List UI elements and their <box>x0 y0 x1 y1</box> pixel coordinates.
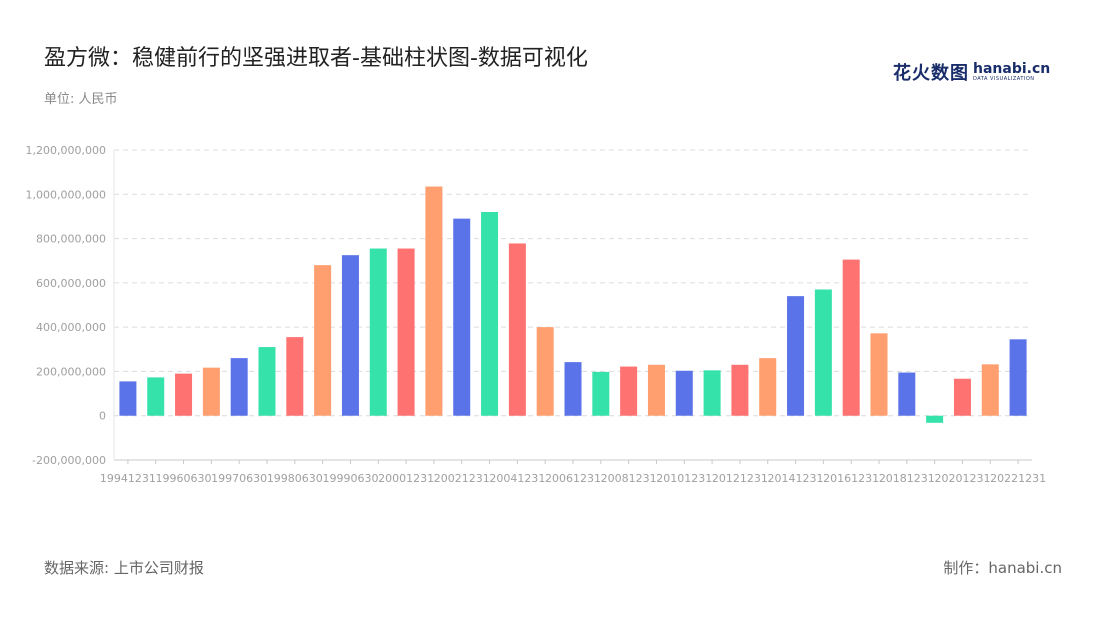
y-tick-label: -200,000,000 <box>32 454 106 467</box>
x-tick-label: 20181231 <box>879 472 935 485</box>
bar <box>425 186 443 416</box>
bar <box>731 364 749 416</box>
y-tick-label: 1,000,000,000 <box>26 188 106 201</box>
bar <box>787 296 805 416</box>
x-tick-label: 20021231 <box>434 472 490 485</box>
bar <box>981 364 999 416</box>
bar <box>953 378 971 416</box>
axis-layer: -200,000,000 0 200,000,000 400,000,000 600,0… <box>26 144 1047 485</box>
y-tick-label: 200,000,000 <box>36 365 106 378</box>
y-tick-label: 600,000,000 <box>36 277 106 290</box>
bar <box>341 255 359 416</box>
x-tick-label: 20041231 <box>489 472 545 485</box>
x-tick-label: 20141231 <box>768 472 824 485</box>
bar <box>759 358 777 416</box>
maker-credit: 制作：hanabi.cn <box>943 559 1062 577</box>
bar <box>898 372 916 416</box>
bar <box>926 415 944 423</box>
bars-layer <box>119 186 1027 423</box>
x-tick-label: 20001231 <box>378 472 434 485</box>
bar <box>647 364 665 416</box>
y-tick-label: 0 <box>99 410 106 423</box>
bar <box>286 337 304 416</box>
logo-en-main: hanabi.cn <box>973 61 1051 77</box>
bar <box>202 367 220 416</box>
unit-label: 单位: 人民币 <box>44 92 118 107</box>
bar <box>175 373 193 416</box>
x-tick-label: 19970630 <box>211 472 267 485</box>
bar <box>1009 339 1027 416</box>
bar <box>147 377 165 416</box>
bar <box>369 248 387 416</box>
bar <box>842 259 860 416</box>
bar <box>258 347 276 416</box>
bar <box>536 327 554 416</box>
x-tick-label: 19980630 <box>267 472 323 485</box>
bar <box>397 248 415 416</box>
x-tick-label: 20121231 <box>712 472 768 485</box>
x-tick-label: 19990630 <box>322 472 378 485</box>
bar <box>314 265 332 416</box>
brand-logo: 花火数图 hanabi.cn DATA VISUALIZATION <box>893 60 1050 84</box>
x-tick-label: 20221231 <box>990 472 1046 485</box>
logo-en-sub: DATA VISUALIZATION <box>973 76 1035 82</box>
bar <box>814 289 832 416</box>
bar <box>230 358 248 416</box>
y-tick-label: 400,000,000 <box>36 321 106 334</box>
bar <box>564 362 582 416</box>
y-tick-label: 800,000,000 <box>36 233 106 246</box>
bar <box>870 333 888 416</box>
x-tick-label: 20061231 <box>545 472 601 485</box>
bar <box>119 381 137 416</box>
x-tick-label: 20201231 <box>934 472 990 485</box>
x-tick-label: 20081231 <box>601 472 657 485</box>
y-tick-label: 1,200,000,000 <box>26 144 106 157</box>
x-tick-label: 20101231 <box>656 472 712 485</box>
bar <box>703 370 721 416</box>
logo-en-block: hanabi.cn DATA VISUALIZATION <box>973 62 1050 82</box>
logo-cn-text: 花火数图 <box>893 63 969 84</box>
x-tick-label: 19941231 <box>100 472 156 485</box>
x-tick-label: 19960630 <box>156 472 212 485</box>
bar <box>508 243 526 416</box>
bar <box>592 371 610 416</box>
data-source: 数据来源: 上市公司财报 <box>44 559 204 577</box>
bar <box>481 212 499 416</box>
bar <box>675 370 693 416</box>
bar <box>453 218 471 416</box>
x-tick-label: 20161231 <box>823 472 879 485</box>
chart-title: 盈方微：稳健前行的坚强进取者-基础柱状图-数据可视化 <box>44 46 588 71</box>
bar <box>620 366 638 416</box>
